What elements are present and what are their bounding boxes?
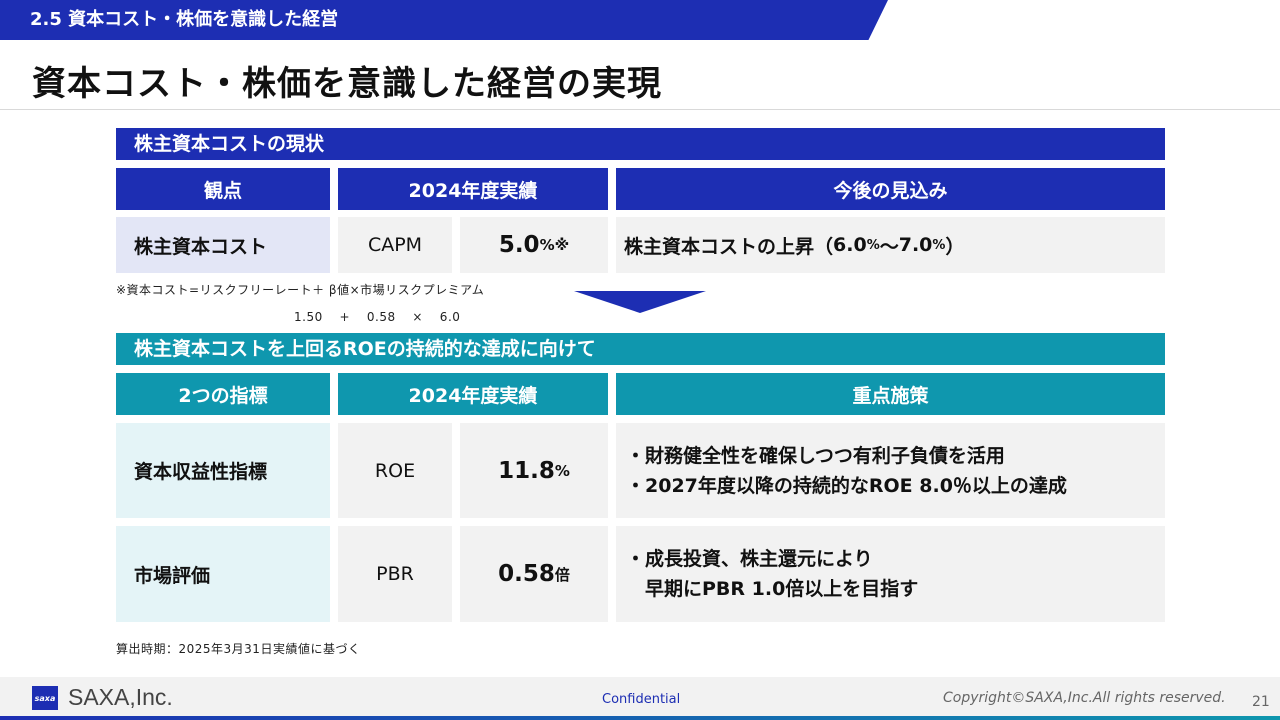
row-value-capm: 5.0 %※ bbox=[460, 217, 608, 273]
measure-item: ・2027年度以降の持続的なROE 8.0％以上の達成 bbox=[626, 474, 1067, 497]
row-metric-pbr: PBR bbox=[338, 526, 452, 622]
capm-formula-values: 1.50 + 0.58 × 6.0 bbox=[294, 310, 461, 324]
footer bbox=[0, 677, 1280, 720]
row-label-market-valuation: 市場評価 bbox=[116, 526, 330, 622]
row-metric-roe: ROE bbox=[338, 423, 452, 518]
measure-item: 早期にPBR 1.0倍以上を目指す bbox=[626, 578, 919, 600]
table1-header-outlook: 今後の見込み bbox=[616, 168, 1165, 210]
measure-item: ・財務健全性を確保しつつ有利子負債を活用 bbox=[626, 444, 1005, 467]
row-outlook-equity-cost: 株主資本コストの上昇（ 6.0% 〜 7.0%） bbox=[616, 217, 1165, 273]
outlook-low-unit: % bbox=[866, 237, 880, 253]
capm-value: 5.0 bbox=[498, 232, 540, 258]
capm-unit: %※ bbox=[539, 236, 570, 254]
pbr-value: 0.58 bbox=[498, 561, 555, 587]
table2-header-measures: 重点施策 bbox=[616, 373, 1165, 415]
roe-value: 11.8 bbox=[498, 457, 555, 484]
outlook-suffix: ） bbox=[945, 235, 965, 258]
section-tab: 2.5 資本コスト・株価を意識した経営 bbox=[0, 0, 888, 40]
roe-unit: % bbox=[554, 461, 570, 480]
table2-header-result: 2024年度実績 bbox=[338, 373, 608, 415]
row-measures-pbr: ・成長投資、株主還元により 早期にPBR 1.0倍以上を目指す bbox=[616, 526, 1165, 622]
table1-header-result: 2024年度実績 bbox=[338, 168, 608, 210]
page-number: 21 bbox=[1252, 694, 1270, 710]
row-label-equity-cost: 株主資本コスト bbox=[116, 217, 330, 273]
table2-title-bar: 株主資本コストを上回るROEの持続的な達成に向けて bbox=[116, 333, 1165, 365]
copyright-text: Copyright©SAXA,Inc.All rights reserved. bbox=[943, 690, 1226, 706]
measure-item: ・成長投資、株主還元により bbox=[626, 548, 873, 570]
outlook-high-unit: % bbox=[932, 237, 946, 253]
capm-formula-note: ※資本コスト=リスクフリーレート＋ β値×市場リスクプレミアム bbox=[116, 283, 485, 297]
row-measures-roe: ・財務健全性を確保しつつ有利子負債を活用 ・2027年度以降の持続的なROE 8… bbox=[616, 423, 1165, 518]
confidential-label: Confidential bbox=[602, 692, 681, 707]
row-value-roe: 11.8% bbox=[460, 423, 608, 518]
footer-accent-line bbox=[0, 716, 1280, 720]
table2-header-indicators: 2つの指標 bbox=[116, 373, 330, 415]
outlook-high: 7.0 bbox=[898, 234, 933, 256]
calculation-date-note: 算出時期：2025年3月31日実績値に基づく bbox=[116, 642, 361, 656]
saxa-logo-icon: saxa bbox=[32, 686, 58, 710]
title-divider bbox=[0, 109, 1280, 110]
table1-header-viewpoint: 観点 bbox=[116, 168, 330, 210]
row-metric-capm: CAPM bbox=[338, 217, 452, 273]
outlook-prefix: 株主資本コストの上昇（ bbox=[624, 235, 834, 258]
outlook-sep: 〜 bbox=[879, 235, 899, 258]
outlook-low: 6.0 bbox=[833, 234, 867, 256]
company-name: SAXA,Inc. bbox=[68, 684, 173, 710]
row-label-capital-efficiency: 資本収益性指標 bbox=[116, 423, 330, 518]
row-value-pbr: 0.58 倍 bbox=[460, 526, 608, 622]
pbr-unit: 倍 bbox=[554, 565, 570, 584]
table1-title-bar: 株主資本コストの現状 bbox=[116, 128, 1165, 160]
page-title: 資本コスト・株価を意識した経営の実現 bbox=[32, 64, 662, 104]
down-arrow-icon bbox=[574, 291, 706, 313]
